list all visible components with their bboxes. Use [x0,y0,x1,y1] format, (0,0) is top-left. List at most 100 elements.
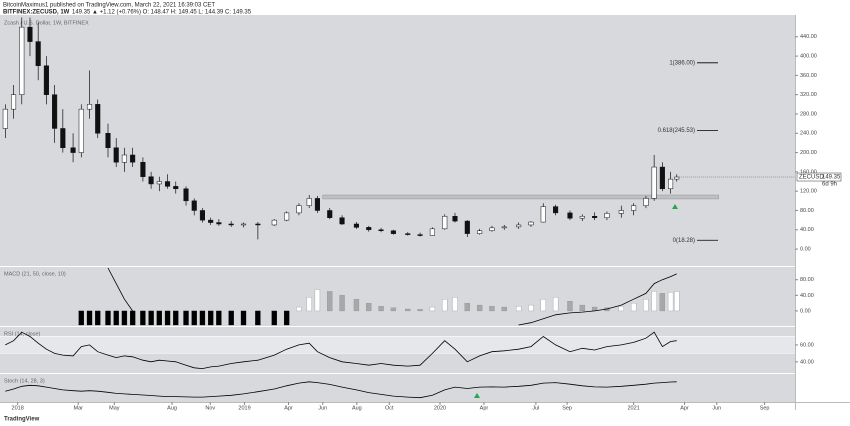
y-tick-label: 40.00 [800,359,814,365]
candle-body [208,219,214,223]
x-tick-label: Sep [760,405,770,411]
x-tick-label: May [109,405,120,411]
candle-body [405,233,411,235]
macd-line [107,267,677,326]
candle-body [183,188,189,202]
candle-body [390,230,396,234]
panel-title: Zcash / U.S. Dollar, 1W, BITFINEX [4,20,89,26]
histogram-bar [417,309,423,312]
x-tick-label: 2020 [434,405,446,411]
histogram-bar [366,302,372,312]
histogram-bar [378,306,384,312]
candle-body [164,181,171,187]
y-tick-label: 360.00 [800,73,817,79]
chart-layer: 2018 Mar May Aug Nov 2019 Apr Jun Aug Oct 2020 Apr J… [0,17,842,411]
candle-body [191,200,197,211]
y-tick-label: 40.00 [800,227,814,233]
histogram-bar [164,310,171,326]
y-tick-label: 240.00 [800,131,817,137]
last-price-tag [796,172,842,182]
histogram-bar [442,299,448,312]
histogram-bar [113,310,119,326]
candle-body [95,104,101,134]
candle-body [489,227,495,231]
candle-body [86,104,93,110]
candle-body [27,26,33,42]
candle-body [284,212,290,221]
histogram-bar [464,302,470,312]
histogram-bar [643,299,649,312]
candle-body [306,198,312,206]
candle-body [659,166,665,190]
last-price-symbol: ZECUSD [799,175,824,181]
candle-body [228,223,234,226]
resistance-zone [322,194,719,200]
candle-body [501,226,507,229]
histogram-bar [148,310,154,326]
y-tick-label: 0.00 [800,247,811,253]
candle-body [553,206,559,214]
x-tick-label: Sep [562,405,572,411]
fib-label: 0(18.28) [673,238,695,244]
histogram-bar [353,299,360,312]
histogram-bar [552,297,559,312]
x-tick-label: Aug [352,405,362,411]
x-tick-label: 2018 [12,405,24,411]
candle-body [173,186,179,190]
candle-body [366,227,372,231]
histogram-bar [540,299,546,312]
candle-body [271,219,277,226]
candle-body [579,216,585,219]
histogram-bar [296,306,302,312]
level-band [0,336,795,354]
x-tick-label: Oct [385,405,394,411]
histogram-bar [515,306,522,312]
candle-body [156,181,162,185]
candle-body [477,230,483,234]
candle-body [540,206,546,223]
histogram-bar [667,292,674,312]
histogram-bar [501,306,507,312]
candle-body [452,216,458,222]
candle-body [339,217,345,225]
candle-body [674,176,680,180]
histogram-bar [129,310,136,326]
histogram-bar [452,297,458,312]
y-tick-label: 80.00 [800,208,814,214]
signal-arrow [672,204,678,209]
histogram-bar [121,310,128,326]
y-tick-label: 0.00 [800,308,811,314]
y-tick-label: 120.00 [800,189,817,195]
x-tick-label: Jun [712,405,721,411]
histogram-bar [208,310,214,326]
candle-body [592,216,598,218]
candle-body [255,223,261,226]
histogram-bar [567,301,573,312]
histogram-bar [476,304,483,312]
histogram-bar [339,295,345,312]
histogram-bar [95,310,101,326]
x-tick-label: Apr [284,405,293,411]
histogram-bar [255,310,261,326]
histogram-bar [156,310,162,326]
brand: TradingView [4,417,40,423]
histogram-bar [183,310,189,326]
histogram-bar [618,306,624,312]
signal-arrow [474,393,480,398]
histogram-bar [271,310,277,326]
author-line: BitcoinMaximus1 published on TradingView… [3,3,215,9]
y-tick-label: 160.00 [800,169,817,175]
histogram-bar [105,310,111,326]
y-tick-label: 80.00 [800,277,814,283]
histogram-bar [228,310,234,326]
candle-body [140,161,146,177]
y-tick-label: 40.00 [800,293,814,299]
candle-body [240,223,247,226]
candle-body [105,133,111,149]
candle-body [2,108,8,129]
candle-body [121,154,127,163]
histogram-bar [191,310,197,326]
x-tick-label: Aug [167,405,177,411]
y-tick-label: 320.00 [800,92,817,98]
